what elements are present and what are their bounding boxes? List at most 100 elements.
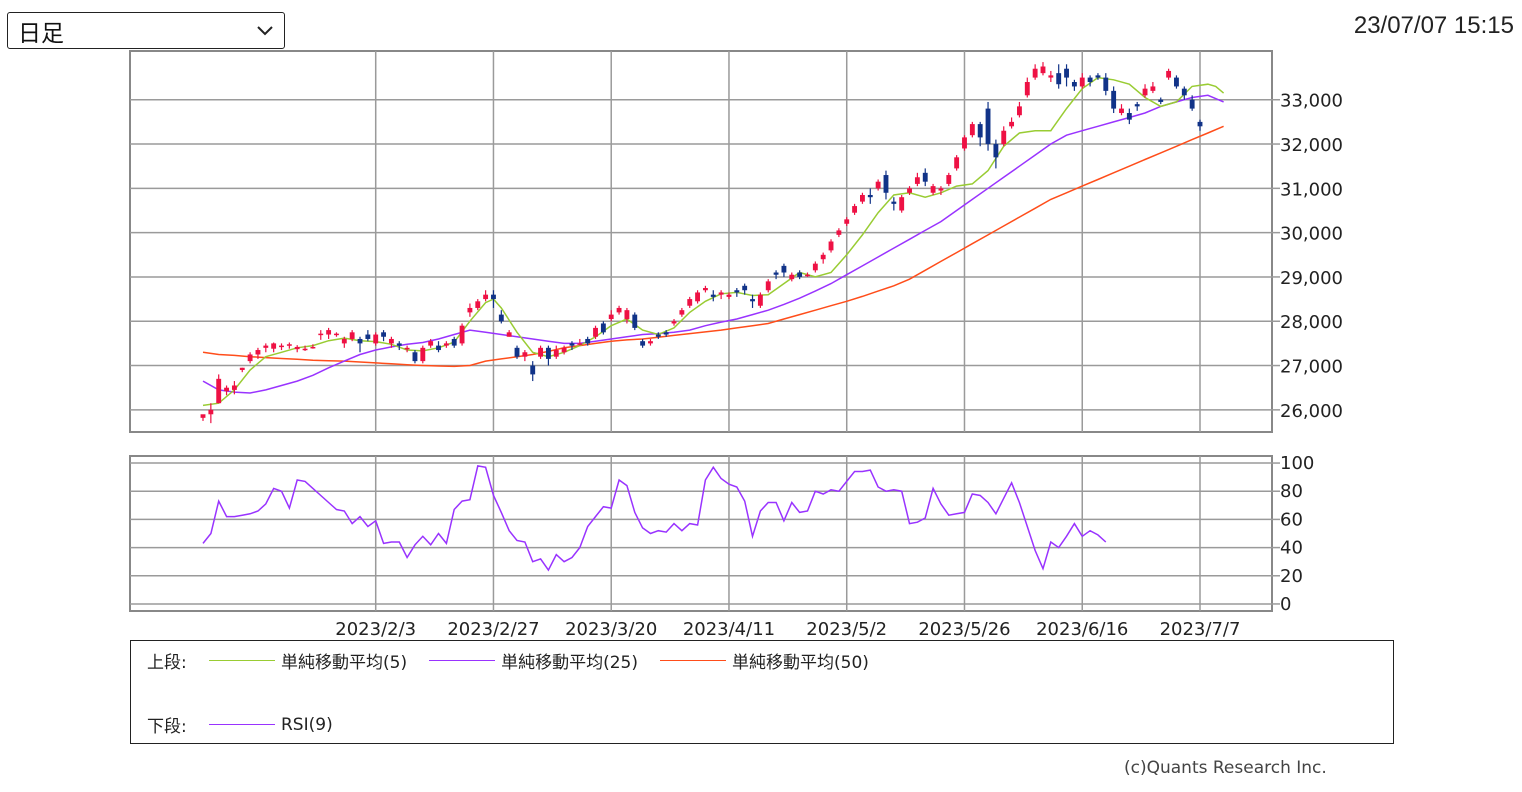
candle-body [1032, 68, 1038, 78]
x-tick-label: 2023/5/2 [806, 619, 887, 640]
candle-body [224, 387, 229, 392]
candle-body [1150, 86, 1156, 91]
candle-body [1166, 70, 1172, 78]
candle-body [404, 347, 410, 350]
candle-body [302, 348, 308, 351]
legend-upper-label: 上段: [147, 653, 187, 673]
sma50-line [202, 125, 1224, 368]
rsi-tick-label: 100 [1280, 453, 1314, 474]
stock-chart: 2023/2/3 2023/2/27 2023/3/20 2023/4/11 2023/… [129, 50, 1343, 640]
legend-label-sma25: 単純移動平均(25) [501, 653, 638, 673]
x-tick-label: 2023/2/3 [335, 619, 416, 640]
candle-body [687, 299, 693, 306]
candle-body [828, 241, 834, 251]
candle-body [632, 314, 638, 328]
candle-body [655, 334, 661, 337]
candle-body [451, 338, 457, 346]
candle-body [922, 172, 928, 182]
candle-body [459, 325, 465, 344]
candle-body [938, 188, 944, 191]
candle-body [334, 333, 339, 336]
price-tick-label: 32,000 [1280, 135, 1343, 156]
candle-body [310, 346, 316, 349]
legend-item-sma50: 単純移動平均(50) [660, 648, 869, 673]
candle-body [1103, 77, 1109, 91]
candle-body [836, 230, 842, 235]
candle-body [820, 254, 826, 260]
candle-body [545, 347, 551, 359]
candle-body [710, 294, 716, 297]
legend-swatch-sma25 [429, 660, 496, 661]
candle-body [569, 343, 575, 346]
candle-body [491, 294, 496, 300]
candle-body [899, 197, 905, 211]
chevron-down-icon [252, 18, 278, 44]
candle-body [514, 347, 520, 357]
candle-body [1142, 88, 1148, 96]
candle-body [1174, 77, 1179, 87]
candle-body [954, 157, 960, 169]
rsi-tick-label: 60 [1280, 509, 1303, 530]
price-panel-frame [129, 50, 1273, 433]
candle-body [1001, 130, 1007, 145]
candle-body [1095, 75, 1101, 78]
candle-body [600, 323, 606, 333]
candle-body [1064, 68, 1069, 78]
candle-body [593, 327, 598, 337]
candle-body [538, 347, 544, 357]
candle-body [1126, 113, 1132, 120]
candle-body [875, 181, 881, 189]
candle-body [852, 206, 858, 213]
legend-label-sma5: 単純移動平均(5) [281, 653, 408, 673]
legend-item-sma5: 単純移動平均(5) [209, 648, 407, 673]
candle-body [365, 334, 371, 339]
candle-body [412, 352, 418, 362]
candle-body [349, 332, 355, 339]
price-tick-label: 29,000 [1280, 268, 1343, 289]
candle-body [867, 194, 873, 198]
candle-body [467, 307, 473, 313]
candle-body [946, 175, 952, 184]
price-tick-label: 30,000 [1280, 224, 1343, 245]
rsi-tick-label: 40 [1280, 538, 1303, 559]
candle-body [608, 314, 614, 320]
legend-lower-label: 下段: [147, 717, 187, 737]
candle-body [1079, 77, 1085, 87]
sma25-line [202, 94, 1224, 394]
x-tick-label: 2023/7/7 [1160, 619, 1241, 640]
candle-body [396, 343, 402, 346]
candle-body [969, 124, 975, 136]
candle-body [247, 354, 253, 362]
rsi-tick-label: 80 [1280, 481, 1303, 502]
candle-body [271, 343, 277, 349]
legend: 上段: 単純移動平均(5) 単純移動平均(25) 単純移動平均(50) 下段: … [130, 640, 1394, 744]
candle-body [1119, 108, 1124, 114]
price-tick-label: 26,000 [1280, 401, 1343, 422]
candle-body [679, 310, 685, 315]
price-tick-label: 27,000 [1280, 357, 1343, 378]
candle-body [1158, 99, 1164, 102]
legend-label-sma50: 単純移動平均(50) [732, 653, 869, 673]
legend-label-rsi: RSI(9) [281, 714, 333, 735]
candle-body [498, 314, 504, 322]
candle-body [443, 343, 449, 346]
candle-body [805, 274, 810, 277]
candle-body [1189, 99, 1195, 109]
candle-body [1009, 121, 1015, 127]
rsi-tick-label: 0 [1280, 594, 1291, 615]
candle-body [357, 338, 363, 344]
candle-body [506, 332, 512, 337]
candle-body [1111, 90, 1117, 109]
candle-body [294, 346, 300, 350]
candle-body [239, 367, 245, 370]
candle-body [530, 365, 536, 375]
candle-body [1040, 66, 1046, 74]
candle-body [883, 175, 889, 193]
period-select[interactable]: 日足 [7, 12, 285, 49]
candle-body [640, 341, 646, 346]
candle-body [797, 272, 803, 277]
rsi-tick-label: 20 [1280, 566, 1303, 587]
price-tick-label: 28,000 [1280, 312, 1343, 333]
candle-body [702, 288, 708, 291]
x-tick-label: 2023/6/16 [1036, 619, 1128, 640]
